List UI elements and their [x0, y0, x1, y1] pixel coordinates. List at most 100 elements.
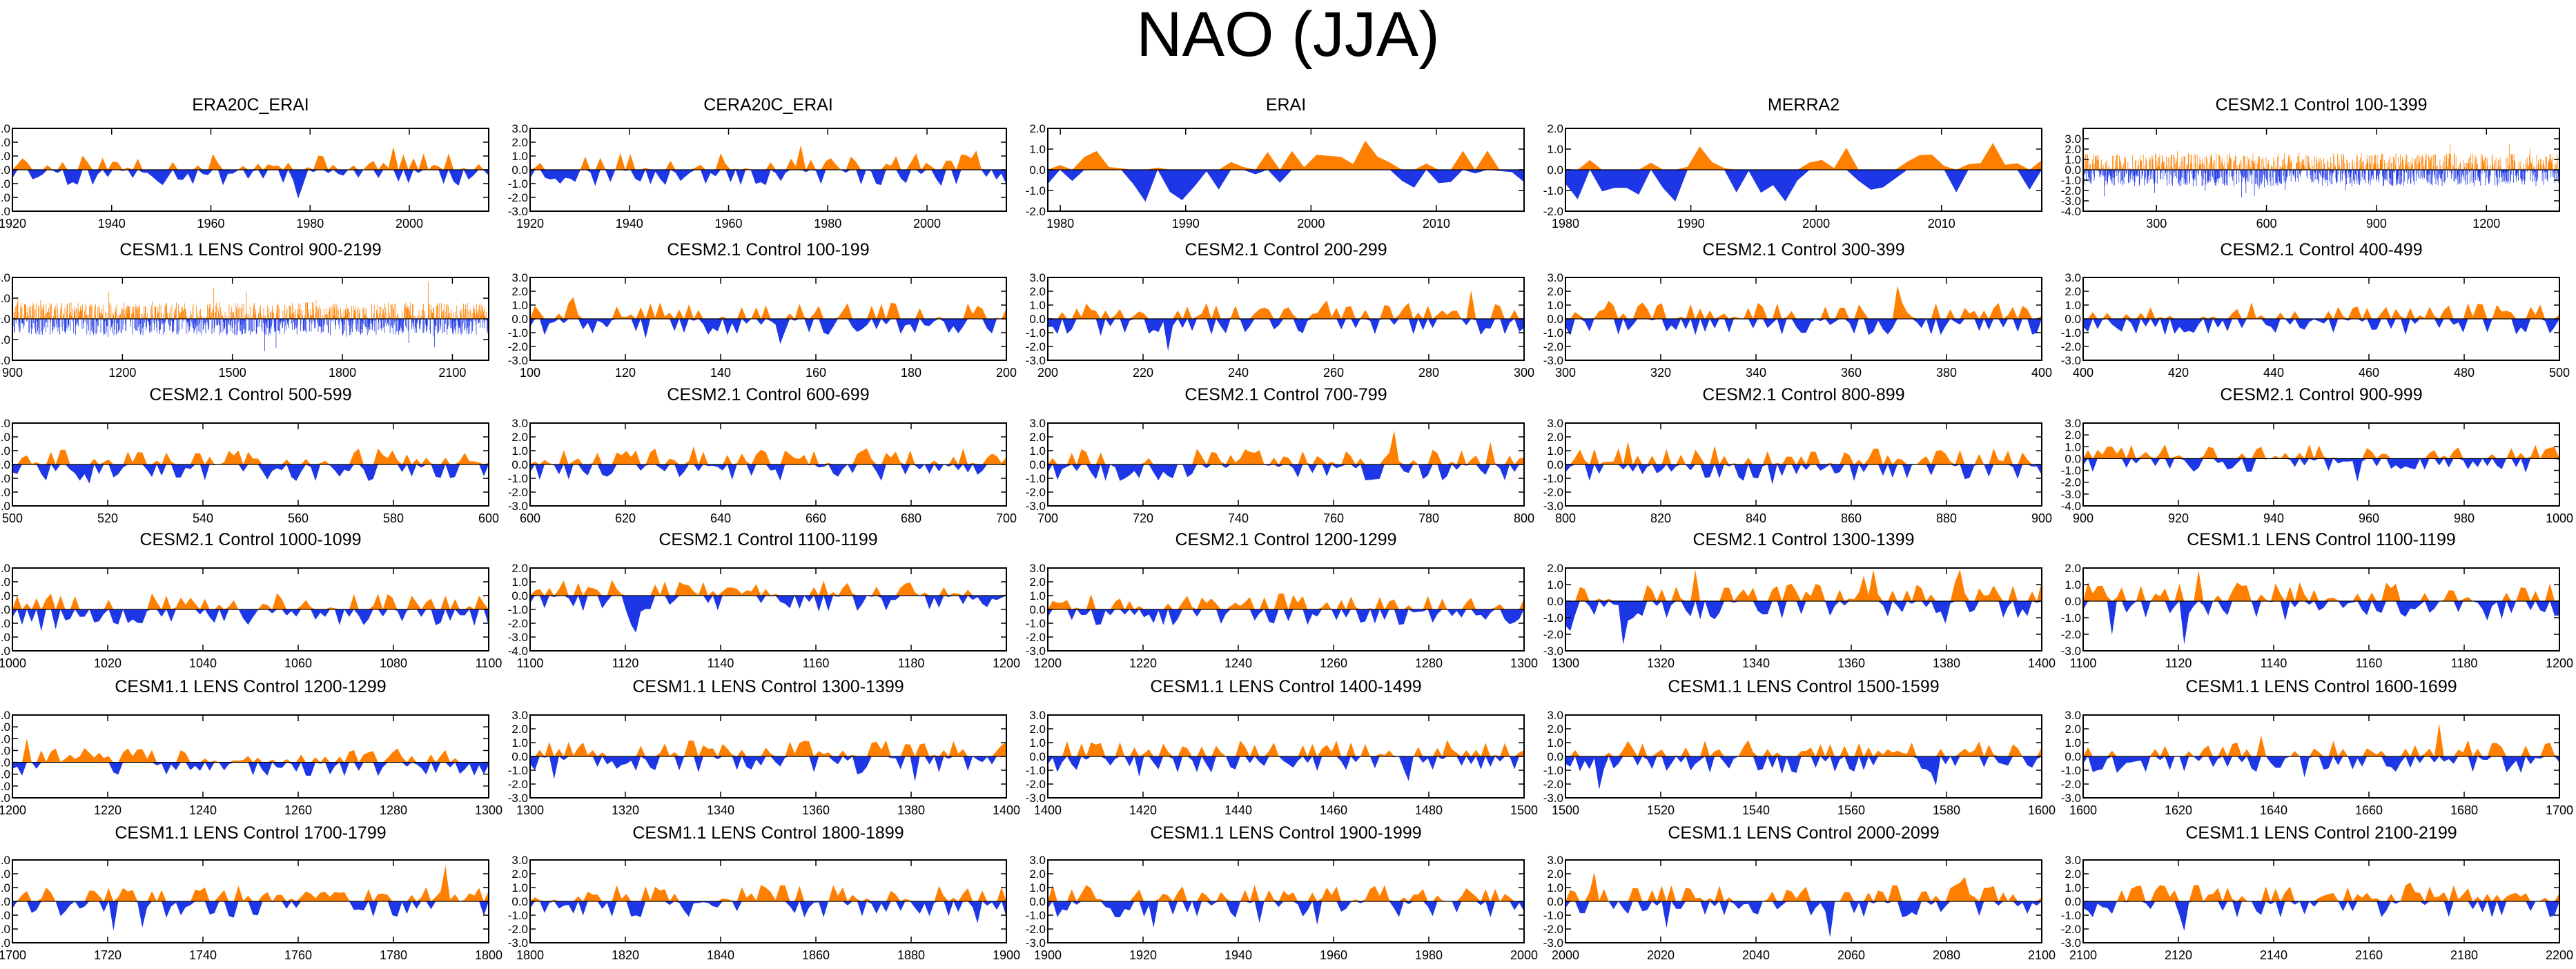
- y-tick-label: -1.0: [2061, 764, 2081, 777]
- negative-area: [1048, 609, 1524, 626]
- x-tick-label: 700: [1037, 511, 1058, 525]
- y-tick-label: 3.0: [511, 709, 528, 722]
- panel-title: CESM2.1 Control 200-299: [1184, 240, 1387, 260]
- x-tick-label: 1620: [2165, 803, 2192, 817]
- x-tick-label: 140: [710, 366, 731, 380]
- x-tick-label: 2020: [1647, 948, 1675, 962]
- y-tick-label: 1.0: [0, 150, 10, 163]
- x-tick-label: 400: [2073, 366, 2094, 380]
- y-tick-label: 2.0: [511, 285, 528, 298]
- y-tick-label: 2.0: [1029, 576, 1046, 589]
- x-tick-label: 1300: [516, 803, 544, 817]
- plot-frame: [12, 714, 489, 799]
- y-tick-label: -1.0: [508, 603, 528, 616]
- y-tick-label: -3.0: [1026, 500, 1046, 513]
- negative-area: [1048, 901, 1524, 928]
- x-tick-label: 800: [1514, 511, 1534, 525]
- positive-area: [1565, 285, 2042, 319]
- panel-title: CESM2.1 Control 600-699: [667, 385, 869, 404]
- positive-area: [1048, 430, 1524, 464]
- x-tick-label: 1020: [94, 656, 121, 670]
- y-tick-label: -1.0: [1543, 184, 1563, 197]
- plot-frame: [1565, 567, 2042, 652]
- plot-frame: [2082, 567, 2560, 652]
- x-tick-label: 260: [1323, 366, 1344, 380]
- y-tick-label: 1.0: [511, 299, 528, 312]
- x-tick-label: 2100: [2069, 948, 2097, 962]
- x-tick-label: 600: [478, 511, 499, 525]
- negative-area: [1048, 464, 1524, 481]
- negative-area: [12, 464, 489, 484]
- negative-area: [530, 596, 1006, 633]
- x-tick-label: 1200: [993, 656, 1020, 670]
- positive-area: [12, 738, 489, 763]
- x-tick-label: 1920: [1129, 948, 1157, 962]
- x-tick-label: 2100: [2028, 948, 2056, 962]
- y-tick-label: 1.0: [2065, 299, 2081, 312]
- y-tick-label: 0.0: [511, 750, 528, 763]
- y-tick-label: -3.0: [508, 354, 528, 367]
- plot-frame: [529, 567, 1007, 652]
- x-tick-label: 320: [1650, 366, 1671, 380]
- y-tick-label: -3.0: [2061, 195, 2081, 208]
- y-tick-label: -2.0: [2061, 628, 2081, 641]
- y-tick-label: -2.0: [1026, 486, 1046, 499]
- y-tick-label: 0.0: [2065, 313, 2081, 326]
- y-tick-label: 2.0: [2065, 143, 2081, 156]
- x-tick-label: 2060: [1837, 948, 1865, 962]
- x-tick-label: 220: [1133, 366, 1153, 380]
- y-tick-label: 2.0: [1547, 562, 1563, 575]
- y-tick-label: 1.0: [2065, 578, 2081, 591]
- x-tick-label: 1480: [1415, 803, 1443, 817]
- positive-area: [530, 145, 1006, 170]
- y-tick-label: -1.0: [2061, 326, 2081, 340]
- x-tick-label: 1380: [897, 803, 925, 817]
- y-tick-label: -1.0: [0, 177, 10, 190]
- y-tick-label: 0.0: [1547, 458, 1563, 471]
- y-tick-label: 2.0: [0, 136, 10, 149]
- chart-panel: CESM2.1 Control 100-1399 3.02.01.00.0-1.0…: [2061, 95, 2560, 231]
- x-tick-label: 1900: [1034, 948, 1062, 962]
- x-tick-label: 1120: [612, 656, 639, 670]
- x-tick-label: 1980: [1415, 948, 1443, 962]
- y-tick-label: 1.0: [511, 150, 528, 163]
- x-tick-label: 1960: [197, 217, 224, 231]
- panel-title: MERRA2: [1768, 95, 1840, 115]
- positive-area: [530, 580, 1006, 596]
- x-tick-label: 2000: [396, 217, 423, 231]
- panel-title: CESM2.1 Control 800-899: [1702, 385, 1904, 404]
- y-tick-label: 3.0: [0, 122, 10, 135]
- x-tick-label: 1200: [108, 366, 136, 380]
- y-tick-label: 1.0: [0, 881, 10, 894]
- x-tick-label: 120: [615, 366, 636, 380]
- x-tick-label: 1060: [284, 656, 312, 670]
- y-tick-label: -1.0: [1543, 764, 1563, 777]
- x-tick-label: 1180: [898, 656, 925, 670]
- y-tick-label: 1.0: [0, 589, 10, 603]
- y-tick-label: 1.0: [1029, 143, 1046, 156]
- x-tick-label: 420: [2168, 366, 2189, 380]
- y-tick-label: -1.0: [1543, 326, 1563, 340]
- x-tick-label: 1460: [1320, 803, 1347, 817]
- y-tick-label: 2.0: [0, 292, 10, 305]
- x-tick-label: 380: [1936, 366, 1957, 380]
- x-tick-label: 2000: [1552, 948, 1579, 962]
- y-tick-label: 3.0: [2065, 271, 2081, 284]
- y-tick-label: 1.0: [2065, 881, 2081, 894]
- y-tick-label: -2.0: [1543, 486, 1563, 499]
- y-tick-label: -2.0: [508, 340, 528, 353]
- x-tick-label: 900: [2031, 511, 2052, 525]
- chart-panel: CESM1.1 LENS Control 1600-1699 3.02.01.00…: [2061, 677, 2573, 817]
- x-tick-label: 620: [615, 511, 636, 525]
- y-tick-label: 1.0: [511, 736, 528, 750]
- x-tick-label: 940: [2263, 511, 2284, 525]
- y-tick-label: 3.0: [2065, 709, 2081, 722]
- y-tick-label: -2.0: [508, 191, 528, 204]
- y-tick-label: 3.0: [1029, 709, 1046, 722]
- x-tick-label: 1960: [714, 217, 742, 231]
- x-tick-label: 1280: [1415, 656, 1443, 670]
- x-tick-label: 640: [710, 511, 731, 525]
- chart-panel: CESM2.1 Control 1000-1099 3.02.01.00.0-1.…: [0, 530, 502, 670]
- y-tick-label: -2.0: [1026, 340, 1046, 353]
- chart-panel: CESM2.1 Control 500-5993.02.01.00.0-1.0-…: [0, 385, 499, 525]
